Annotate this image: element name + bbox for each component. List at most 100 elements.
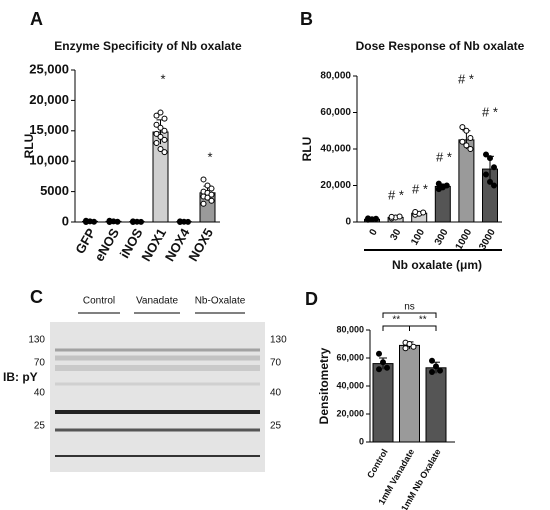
marker-label: 40: [270, 388, 282, 399]
data-point: [365, 215, 371, 222]
y-tick-label: 40,000: [336, 380, 364, 390]
y-tick-label: 80,000: [336, 324, 364, 334]
data-point: [161, 149, 168, 156]
data-point: [157, 146, 164, 153]
data-point: [200, 200, 207, 207]
data-point: [402, 345, 409, 352]
x-tick-label: 300: [433, 227, 451, 247]
y-axis-label: RLU: [300, 137, 314, 162]
data-point: [406, 341, 413, 347]
annotation: **: [392, 315, 400, 326]
data-point: [483, 151, 489, 158]
data-point: [114, 218, 121, 225]
y-tick-label: 60,000: [320, 107, 351, 118]
group-label: Nb-Oxalate: [195, 296, 246, 307]
x-tick-label: 3000: [477, 227, 498, 252]
annotation: # *: [436, 149, 452, 164]
annotation: **: [419, 315, 427, 326]
data-point: [459, 138, 466, 145]
marker-label: 130: [28, 335, 45, 346]
data-point: [204, 182, 211, 189]
bands: [55, 348, 260, 386]
group-label: Control: [83, 296, 115, 307]
data-point: [106, 219, 113, 225]
marker-label: 25: [34, 421, 46, 432]
data-point: [467, 135, 474, 142]
blot: Control Vanadate Nb-Oxalate 130 70 40 25…: [3, 296, 287, 472]
data-point: [463, 127, 470, 134]
data-point: [83, 219, 89, 225]
data-point: [429, 357, 435, 364]
y-tick-label: 10,000: [29, 153, 69, 168]
bar: [458, 139, 475, 223]
data-point: [208, 185, 215, 192]
data-point: [157, 133, 164, 140]
data-point: [435, 180, 442, 187]
data-point: [153, 121, 160, 128]
bar: [372, 363, 394, 443]
data-point: [410, 343, 417, 350]
marker-label: 70: [34, 358, 46, 369]
x-tick-label: eNOS: [91, 225, 122, 263]
data-point: [153, 112, 160, 119]
data-point: [384, 364, 390, 371]
annotation: # *: [458, 71, 474, 86]
y-tick-label: 0: [345, 217, 351, 228]
data-point: [487, 155, 493, 162]
data-point: [483, 171, 489, 178]
x-tick-label: NOX5: [185, 226, 216, 264]
data-point: [433, 363, 439, 370]
y-tick-label: 25,000: [29, 61, 69, 76]
y-tick-label: 20,000: [320, 180, 351, 191]
data-point: [439, 183, 446, 190]
data-point: [138, 218, 144, 225]
group-label: Vanadate: [136, 296, 179, 307]
data-point: [459, 124, 466, 131]
annotation: ns: [404, 302, 415, 313]
annotation: *: [207, 149, 212, 164]
y-tick-label: 0: [62, 213, 69, 228]
data-point: [388, 213, 395, 220]
data-point: [153, 139, 160, 146]
data-point: [437, 367, 443, 374]
data-point: [491, 164, 497, 171]
data-point: [204, 194, 211, 201]
marker-label: 40: [34, 388, 46, 399]
data-point: [177, 219, 183, 225]
x-tick-label: Control: [365, 447, 390, 480]
data-point: [208, 191, 215, 198]
data-point: [420, 209, 427, 216]
data-point: [208, 197, 215, 204]
data-point: [376, 366, 382, 373]
panel-letter: A: [30, 9, 43, 29]
annotation: # *: [482, 104, 498, 119]
data-point: [153, 130, 160, 137]
data-point: [161, 136, 168, 143]
data-point: [157, 124, 164, 131]
data-point: [161, 115, 168, 122]
y-tick-label: 20,000: [29, 92, 69, 107]
data-point: [157, 109, 164, 116]
chart-title: Dose Response of Nb oxalate: [356, 39, 525, 53]
panel-letter: C: [30, 287, 43, 307]
marker-label: 130: [270, 335, 287, 346]
x-axis-label: Nb oxalate (μm): [392, 258, 482, 272]
y-tick-label: 40,000: [320, 144, 351, 155]
annotation: *: [160, 71, 165, 86]
data-point: [130, 219, 136, 225]
y-tick-label: 15,000: [29, 122, 69, 137]
blot-image: [50, 322, 265, 472]
x-tick-label: 0: [368, 227, 381, 238]
bracket: [382, 325, 410, 331]
marker-label: 70: [270, 358, 282, 369]
data-point: [429, 369, 435, 375]
data-point: [380, 359, 386, 366]
panel-letter: B: [300, 9, 313, 29]
bracket: [409, 325, 437, 331]
marker-label: 25: [270, 421, 282, 432]
annotation: # *: [412, 181, 428, 196]
x-tick-label: 30: [388, 227, 403, 243]
bar: [425, 367, 447, 443]
data-point: [200, 176, 207, 183]
